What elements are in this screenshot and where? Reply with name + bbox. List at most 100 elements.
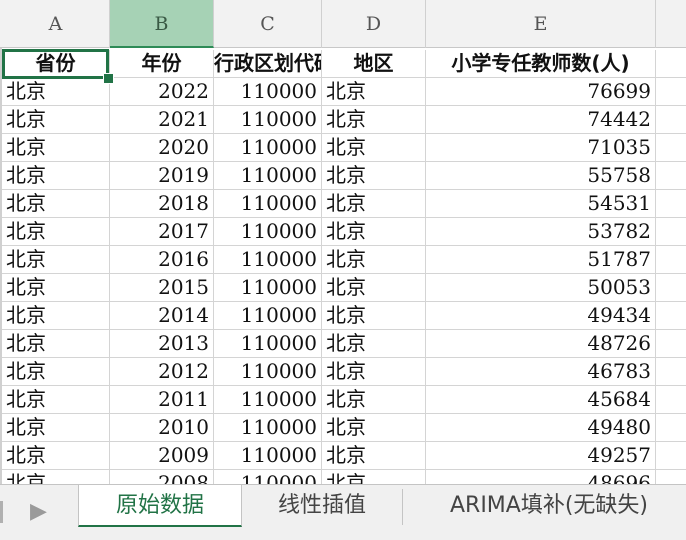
- cell-year[interactable]: 2018: [110, 190, 214, 218]
- sheet-nav-prev-icon[interactable]: [0, 501, 3, 523]
- cell-region-code[interactable]: 110000: [214, 358, 322, 386]
- column-header-d[interactable]: D: [322, 0, 426, 48]
- cell-empty[interactable]: [656, 106, 686, 134]
- cell-year[interactable]: 2020: [110, 134, 214, 162]
- cell-region-code[interactable]: 110000: [214, 246, 322, 274]
- cell-area[interactable]: 北京: [322, 330, 426, 358]
- cell-region-code[interactable]: 110000: [214, 106, 322, 134]
- cell-empty[interactable]: [656, 274, 686, 302]
- cell-year[interactable]: 2019: [110, 162, 214, 190]
- cell-empty[interactable]: [656, 134, 686, 162]
- cell-province[interactable]: 北京: [2, 330, 110, 358]
- cell-area[interactable]: 北京: [322, 134, 426, 162]
- cell-province[interactable]: 北京: [2, 106, 110, 134]
- cell-area[interactable]: 北京: [322, 274, 426, 302]
- cell-teacher-count[interactable]: 55758: [426, 162, 656, 190]
- cell-teacher-count[interactable]: 46783: [426, 358, 656, 386]
- column-header-b[interactable]: B: [110, 0, 214, 48]
- cell-teacher-count[interactable]: 71035: [426, 134, 656, 162]
- tab-linear-interpolation[interactable]: 线性插值: [277, 493, 366, 518]
- cell-empty[interactable]: [656, 358, 686, 386]
- cell-region-code[interactable]: 110000: [214, 134, 322, 162]
- cell-region-code[interactable]: 110000: [214, 190, 322, 218]
- cell-year[interactable]: 2013: [110, 330, 214, 358]
- cell-area[interactable]: 北京: [322, 302, 426, 330]
- cell-teacher-count[interactable]: 49480: [426, 414, 656, 442]
- cell-area[interactable]: 北京: [322, 442, 426, 470]
- cell-region-code[interactable]: 110000: [214, 274, 322, 302]
- cell-region-code[interactable]: 110000: [214, 330, 322, 358]
- cell-year[interactable]: 2010: [110, 414, 214, 442]
- cell-teacher-count[interactable]: 54531: [426, 190, 656, 218]
- cell-year[interactable]: 2021: [110, 106, 214, 134]
- cell-area[interactable]: 北京: [322, 78, 426, 106]
- column-header-c[interactable]: C: [214, 0, 322, 48]
- cell-teacher-count[interactable]: 48696: [426, 470, 656, 484]
- cell-province[interactable]: 北京: [2, 386, 110, 414]
- cell-province[interactable]: 北京: [2, 134, 110, 162]
- cell-province[interactable]: 北京: [2, 470, 110, 484]
- cell-teacher-count[interactable]: 50053: [426, 274, 656, 302]
- cell-province[interactable]: 北京: [2, 246, 110, 274]
- fill-handle[interactable]: [103, 73, 114, 84]
- cell-province[interactable]: 北京: [2, 162, 110, 190]
- cell-year[interactable]: 2017: [110, 218, 214, 246]
- cell-province[interactable]: 北京: [2, 358, 110, 386]
- cell-province[interactable]: 北京: [2, 190, 110, 218]
- cell-province[interactable]: 北京: [2, 442, 110, 470]
- cell-year[interactable]: 2011: [110, 386, 214, 414]
- cell-teacher-count[interactable]: 49434: [426, 302, 656, 330]
- cell-region-code[interactable]: 110000: [214, 162, 322, 190]
- cell-empty[interactable]: [656, 386, 686, 414]
- cell-teacher-count[interactable]: 76699: [426, 78, 656, 106]
- cell-year[interactable]: 2016: [110, 246, 214, 274]
- cell-province[interactable]: 北京: [2, 414, 110, 442]
- cell-empty[interactable]: [656, 218, 686, 246]
- cell-region-code[interactable]: 110000: [214, 386, 322, 414]
- cell-year[interactable]: 2008: [110, 470, 214, 484]
- cell-area[interactable]: 北京: [322, 162, 426, 190]
- cell-region-code[interactable]: 110000: [214, 78, 322, 106]
- cell-region-code[interactable]: 110000: [214, 414, 322, 442]
- cell-region-code[interactable]: 110000: [214, 442, 322, 470]
- cell-province[interactable]: 北京: [2, 302, 110, 330]
- cell-region-code[interactable]: 110000: [214, 218, 322, 246]
- tab-arima-fill[interactable]: ARIMA填补(无缺失): [449, 493, 649, 518]
- cell-region-code[interactable]: 110000: [214, 470, 322, 484]
- cell-teacher-count[interactable]: 53782: [426, 218, 656, 246]
- cell-area[interactable]: 北京: [322, 414, 426, 442]
- cell-province[interactable]: 北京: [2, 218, 110, 246]
- cell-year[interactable]: 2014: [110, 302, 214, 330]
- column-header-a[interactable]: A: [2, 0, 110, 48]
- cell-empty[interactable]: [656, 414, 686, 442]
- cell-area[interactable]: 北京: [322, 218, 426, 246]
- cell-year[interactable]: 2009: [110, 442, 214, 470]
- cell-teacher-count[interactable]: 49257: [426, 442, 656, 470]
- cell-empty[interactable]: [656, 442, 686, 470]
- column-header-f[interactable]: [656, 0, 686, 48]
- cell-teacher-count[interactable]: 45684: [426, 386, 656, 414]
- cell-empty[interactable]: [656, 78, 686, 106]
- cell-year[interactable]: 2022: [110, 78, 214, 106]
- cell-area[interactable]: 北京: [322, 358, 426, 386]
- cell-province[interactable]: 北京: [2, 78, 110, 106]
- cell-empty[interactable]: [656, 302, 686, 330]
- cell-empty[interactable]: [656, 246, 686, 274]
- cell-empty[interactable]: [656, 330, 686, 358]
- cell-province[interactable]: 北京: [2, 274, 110, 302]
- cell-empty[interactable]: [656, 162, 686, 190]
- header-cell-province[interactable]: 省份: [2, 50, 110, 78]
- cell-year[interactable]: 2015: [110, 274, 214, 302]
- cell-region-code[interactable]: 110000: [214, 302, 322, 330]
- cell-teacher-count[interactable]: 74442: [426, 106, 656, 134]
- cell-area[interactable]: 北京: [322, 190, 426, 218]
- cell-teacher-count[interactable]: 51787: [426, 246, 656, 274]
- cell-area[interactable]: 北京: [322, 246, 426, 274]
- header-cell-region-code[interactable]: 行政区划代码: [214, 50, 322, 78]
- header-cell-year[interactable]: 年份: [110, 50, 214, 78]
- cell-area[interactable]: 北京: [322, 470, 426, 484]
- cell-empty[interactable]: [656, 190, 686, 218]
- cell-empty[interactable]: [656, 470, 686, 484]
- cell-teacher-count[interactable]: 48726: [426, 330, 656, 358]
- header-cell-empty[interactable]: [656, 50, 686, 78]
